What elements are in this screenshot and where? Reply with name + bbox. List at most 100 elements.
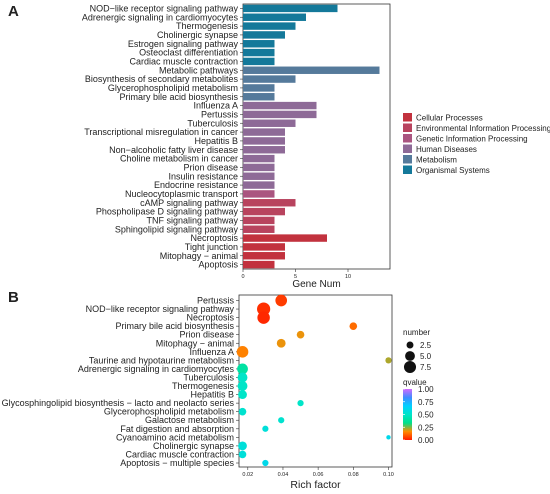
x-tick-label: 0.06 [313,472,324,478]
y-tick-label: Galactose metabolism [145,415,234,425]
y-tick-label: Nucleocytoplasmic transport [125,189,239,199]
bubble [385,357,392,364]
legend-label: Environmental Information Processing [416,124,550,133]
colorbar-tick-label: 0.50 [418,411,434,420]
y-tick-label: Hepatitis B [194,136,238,146]
bar [243,22,296,30]
bar [243,260,275,269]
bar [243,216,275,225]
y-tick-label: Prion disease [183,162,238,172]
bar [243,101,317,110]
bubble [296,330,305,339]
y-tick-label: Cyanoamino acid metabolism [116,432,234,442]
bubble [297,400,304,407]
bar [243,190,275,198]
legend-swatch [403,144,412,153]
y-tick-label: Necroptosis [186,313,234,323]
y-tick-label: Necroptosis [190,233,238,243]
y-tick-label: Fat digestion and absorption [120,424,234,434]
y-tick-label: Pertussis [197,296,235,306]
y-tick-label: Glycerophospholipid metabolism [108,83,238,93]
y-tick-label: Insulin resistance [168,171,238,181]
legend-label: Metabolism [416,156,457,165]
y-tick-label: Influenza A [189,347,234,357]
legend-label: Cellular Processes [416,114,483,123]
x-tick-label: 0.02 [242,472,253,478]
bubble [238,407,247,416]
bar [243,207,285,216]
legend-label: Human Diseases [416,145,477,154]
bar [243,181,275,189]
x-tick-label: 0 [241,274,244,280]
panel-label-a: A [8,3,19,20]
bar [243,93,275,101]
color-legend-title: qvalue [403,378,427,387]
legend-swatch [403,123,412,132]
size-legend-bubble [403,360,417,374]
y-tick-label: Thermogenesis [176,21,239,31]
bar [243,4,338,13]
x-tick-label: 10 [345,274,351,280]
y-tick-label: Endocrine resistance [154,180,238,190]
y-tick-label: Osteoclast differentiation [139,48,238,58]
y-tick-label: NOD−like receptor signaling pathway [86,304,235,314]
colorbar-tick-label: 0.00 [418,436,434,445]
y-tick-label: Mitophagy − animal [156,338,234,348]
legend-label: Genetic Information Processing [416,135,528,144]
legend-label: Organismal Systems [416,166,490,175]
colorbar-tick-label: 0.25 [418,423,434,432]
size-legend-label: 7.5 [420,363,432,372]
y-tick-label: Influenza A [193,101,238,111]
y-tick-label: Cholinergic synapse [153,441,234,451]
size-legend-title: number [403,328,430,337]
colorbar-tick-label: 1.00 [418,385,434,394]
y-tick-label: Prion disease [179,330,234,340]
legend-swatch [403,165,412,174]
y-tick-label: Taurine and hypotaurine metabolism [89,355,234,365]
y-tick-label: Biosynthesis of secondary metabolites [85,74,239,84]
bar [243,146,285,154]
bubble [275,294,288,307]
bar [243,13,306,21]
y-tick-label: Cardiac muscle contraction [129,56,238,66]
bar [243,172,275,180]
bar [243,154,275,163]
bar [243,48,275,57]
y-tick-label: Cholinergic synapse [157,30,238,40]
y-tick-label: Adrenergic signaling in cardiomyocytes [78,364,235,374]
size-legend-label: 5.0 [420,352,432,361]
bar [243,31,285,39]
y-tick-label: Adrenergic signaling in cardiomyocytes [82,12,239,22]
bubble [238,390,247,399]
y-tick-label: Primary bile acid biosynthesis [119,92,238,102]
x-tick-label: 0.10 [383,472,394,478]
bar [243,128,285,136]
y-tick-label: Thermogenesis [172,381,235,391]
x-axis-label: Rich factor [290,479,341,491]
y-tick-label: TNF signaling pathway [146,215,238,225]
x-tick-label: 5 [294,274,297,280]
y-tick-label: Sphingolipid signaling pathway [115,224,239,234]
bar [243,225,275,233]
bar [243,40,275,48]
y-tick-label: Tight junction [185,242,238,252]
bar [243,110,317,119]
y-tick-label: Cardiac muscle contraction [125,449,234,459]
bar [243,243,285,251]
bubble [262,425,269,432]
bar [243,199,296,207]
bubble [349,322,358,330]
colorbar-tick-label: 0.75 [418,398,434,407]
y-tick-label: Glycosphingolipid biosynthesis − lacto a… [2,398,235,408]
bubble [278,417,285,424]
y-tick-label: Tuberculosis [187,118,238,128]
y-tick-label: Glycerophospholipid metabolism [104,407,234,417]
y-tick-label: Apoptosis − multiple species [120,458,234,468]
y-tick-label: Phospholipase D signaling pathway [96,207,239,217]
bubble [238,441,247,451]
y-tick-label: Mitophagy − animal [160,251,238,261]
bar [243,66,380,74]
x-tick-label: 0.04 [278,472,289,478]
legend-swatch [403,155,412,164]
